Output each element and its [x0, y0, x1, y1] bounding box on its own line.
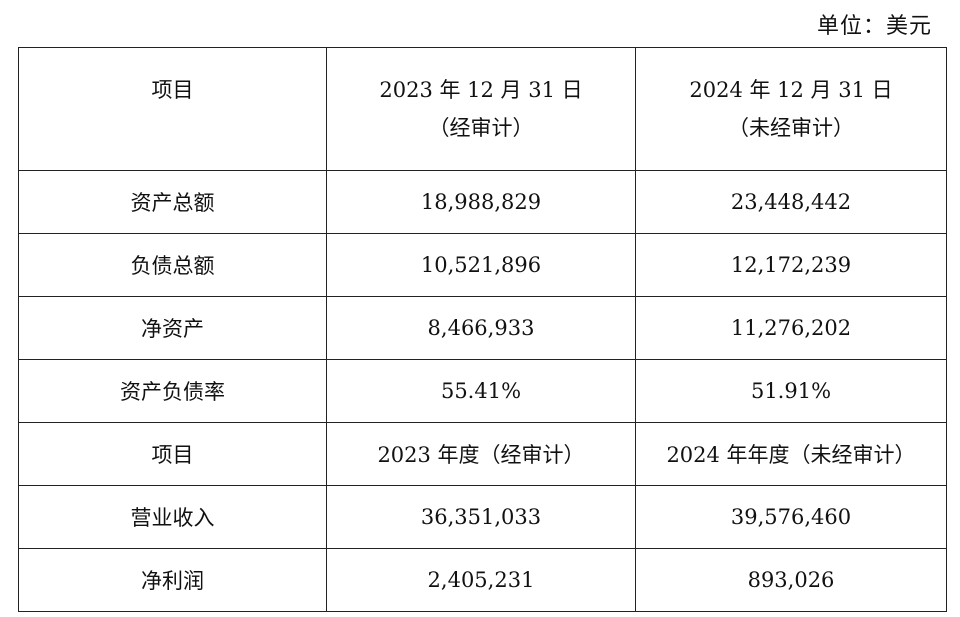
financial-table: 项目 2023 年 12 月 31 日 （经审计） 2024 年 12 月 31…	[18, 47, 947, 612]
row-value-2024: 39,576,460	[635, 485, 947, 549]
header-2024-cell: 2024 年 12 月 31 日 （未经审计）	[635, 47, 947, 171]
header-2024-audit: （未经审计）	[728, 116, 854, 140]
income-header-2024: 2024 年年度（未经审计）	[635, 422, 947, 486]
table-row: 净资产 8,466,933 11,276,202	[18, 296, 947, 360]
income-header-2023: 2023 年度（经审计）	[326, 422, 636, 486]
row-label: 负债总额	[18, 233, 327, 297]
row-value-2024: 51.91%	[635, 359, 947, 423]
header-2023-date: 2023 年 12 月 31 日	[379, 78, 583, 102]
row-value-2024: 893,026	[635, 548, 947, 612]
header-2023-cell: 2023 年 12 月 31 日 （经审计）	[326, 47, 636, 171]
header-item-cell: 项目	[18, 47, 327, 171]
row-value-2024: 12,172,239	[635, 233, 947, 297]
table-row: 净利润 2,405,231 893,026	[18, 548, 947, 612]
row-value-2024: 23,448,442	[635, 170, 947, 234]
header-item-label: 项目	[151, 78, 194, 102]
row-value-2023: 18,988,829	[326, 170, 636, 234]
table-row: 负债总额 10,521,896 12,172,239	[18, 233, 947, 297]
row-value-2024: 11,276,202	[635, 296, 947, 360]
header-2024-date: 2024 年 12 月 31 日	[689, 78, 893, 102]
row-value-2023: 36,351,033	[326, 485, 636, 549]
row-value-2023: 55.41%	[326, 359, 636, 423]
row-value-2023: 8,466,933	[326, 296, 636, 360]
row-value-2023: 2,405,231	[326, 548, 636, 612]
row-label: 净利润	[18, 548, 327, 612]
row-label: 净资产	[18, 296, 327, 360]
row-value-2023: 10,521,896	[326, 233, 636, 297]
row-label: 资产负债率	[18, 359, 327, 423]
header-2023-audit: （经审计）	[428, 116, 534, 140]
row-label: 营业收入	[18, 485, 327, 549]
row-label: 资产总额	[18, 170, 327, 234]
table-row: 资产总额 18,988,829 23,448,442	[18, 170, 947, 234]
income-header-row: 项目 2023 年度（经审计） 2024 年年度（未经审计）	[18, 422, 947, 486]
table-row: 资产负债率 55.41% 51.91%	[18, 359, 947, 423]
balance-header-row: 项目 2023 年 12 月 31 日 （经审计） 2024 年 12 月 31…	[18, 47, 947, 171]
income-header-item: 项目	[18, 422, 327, 486]
unit-label: 单位：美元	[816, 14, 932, 39]
table-row: 营业收入 36,351,033 39,576,460	[18, 485, 947, 549]
